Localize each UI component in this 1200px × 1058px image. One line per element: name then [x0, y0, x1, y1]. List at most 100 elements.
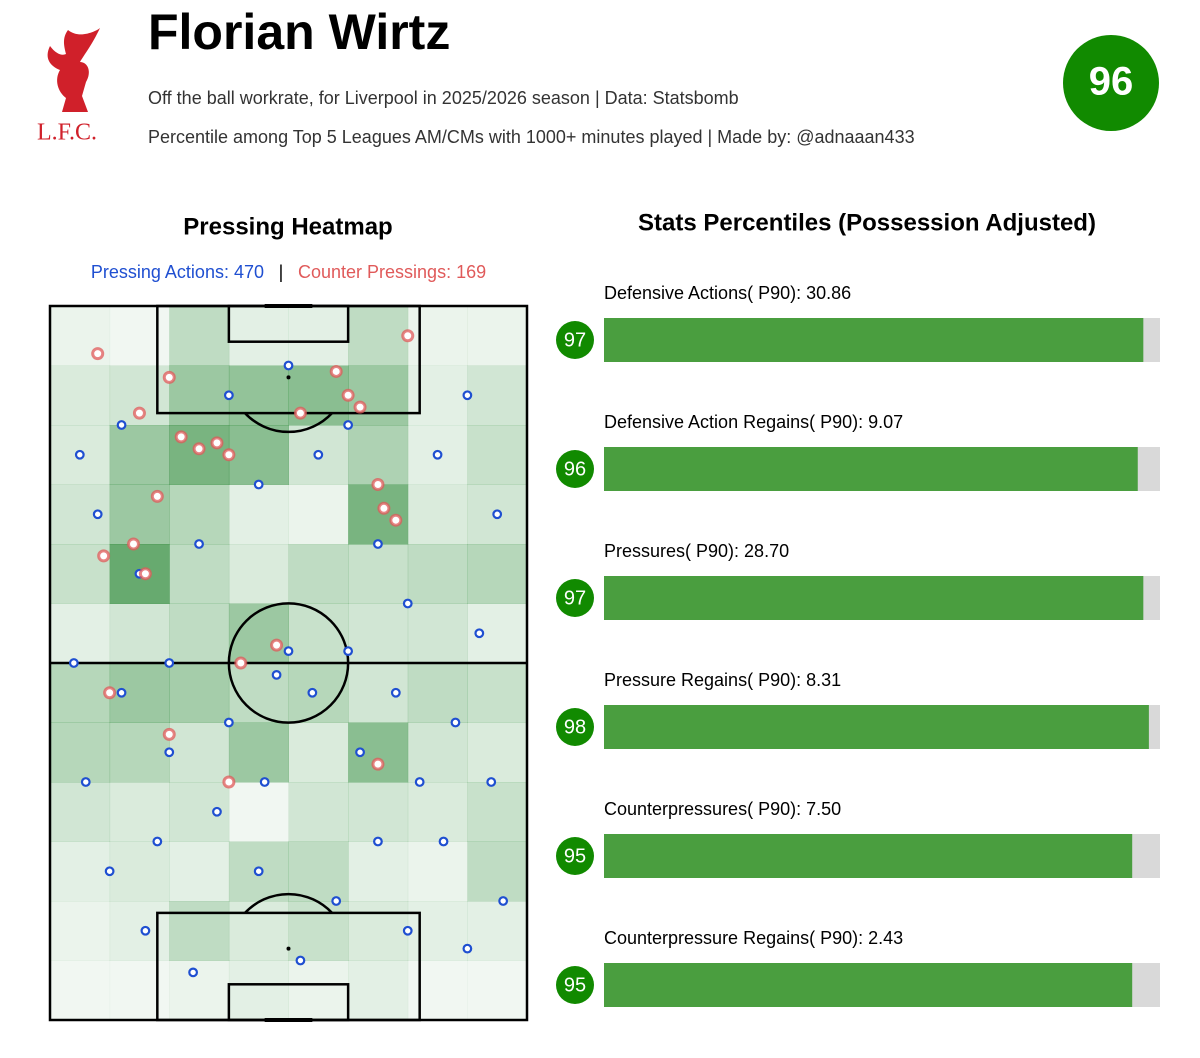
- heat-cell: [228, 782, 289, 842]
- heat-cell: [169, 484, 230, 545]
- action-point: [371, 478, 385, 491]
- heat-cell: [407, 484, 468, 545]
- heat-cell: [50, 782, 111, 842]
- bar-label: Counterpressures( P90): 7.50: [604, 799, 841, 819]
- heat-cell: [348, 425, 409, 485]
- action-point: [307, 687, 318, 698]
- action-point: [353, 400, 367, 414]
- action-point: [498, 896, 509, 906]
- action-point: [222, 775, 236, 789]
- legend-entry: Counter Pressings: 169: [298, 262, 486, 282]
- action-point: [414, 777, 425, 787]
- action-point: [343, 646, 354, 656]
- action-point: [253, 866, 264, 877]
- club-logo: L.F.C.: [37, 28, 100, 146]
- action-point: [401, 329, 415, 343]
- bars-title: Stats Percentiles (Possession Adjusted): [638, 209, 1096, 236]
- bar: [604, 447, 1138, 491]
- heat-cell: [228, 365, 289, 426]
- overall-value: 96: [1089, 60, 1134, 104]
- heat-cell: [50, 960, 111, 1021]
- liver-bird: [47, 28, 100, 112]
- action-point: [116, 420, 127, 430]
- heat-cell: [109, 603, 170, 664]
- action-point: [174, 430, 188, 444]
- heat-cell: [467, 306, 528, 366]
- heat-cell: [407, 960, 468, 1021]
- heat-cell: [407, 603, 468, 664]
- action-point: [283, 646, 294, 656]
- heat-cell: [169, 901, 230, 961]
- action-point: [104, 866, 115, 877]
- action-point: [210, 436, 224, 450]
- title: Florian Wirtz: [148, 4, 450, 60]
- bar-label: Pressures( P90): 28.70: [604, 541, 789, 561]
- heat-cell: [109, 306, 170, 366]
- percentile-value: 97: [564, 329, 586, 351]
- percentile-value: 98: [564, 716, 586, 738]
- percentile-badge: [556, 450, 594, 488]
- action-point: [164, 747, 175, 758]
- heat-cell: [407, 544, 468, 604]
- heat-cell: [288, 663, 349, 723]
- action-point: [402, 925, 413, 936]
- heat-cell: [228, 960, 289, 1021]
- penalty-spot: [286, 375, 291, 380]
- action-point: [138, 567, 152, 581]
- heat-cell: [228, 306, 289, 366]
- heat-cell: [348, 901, 409, 961]
- action-point: [164, 658, 175, 668]
- heat-cell: [228, 544, 289, 604]
- heat-cell: [467, 544, 528, 604]
- heat-cell: [109, 841, 170, 902]
- heat-cell: [109, 782, 170, 842]
- heat-cell: [407, 722, 468, 783]
- action-point: [432, 449, 443, 460]
- heat-cell: [348, 484, 409, 545]
- heat-cell: [407, 365, 468, 426]
- heat-cell: [467, 663, 528, 723]
- heat-cell: [407, 782, 468, 842]
- heat-cell: [348, 782, 409, 842]
- heat-cell: [288, 603, 349, 664]
- action-point: [74, 449, 85, 460]
- action-point: [355, 747, 365, 758]
- action-point: [373, 836, 383, 847]
- heat-cell: [228, 603, 289, 664]
- heat-cell: [288, 841, 349, 902]
- heat-cell: [467, 722, 528, 783]
- action-point: [402, 598, 413, 609]
- action-point: [371, 757, 385, 771]
- heat-cell: [348, 603, 409, 664]
- action-point: [91, 347, 105, 361]
- action-point: [223, 390, 234, 401]
- heat-cell: [109, 722, 170, 783]
- percentile-badge: [556, 708, 594, 746]
- action-point: [373, 539, 383, 549]
- percentile-badge: [556, 837, 594, 875]
- heat-cell: [50, 603, 111, 664]
- action-point: [377, 501, 391, 515]
- percentile-value: 96: [564, 458, 586, 480]
- percentile-badge: [556, 579, 594, 617]
- action-point: [194, 539, 204, 549]
- action-point: [293, 406, 307, 420]
- percentile-value: 95: [564, 845, 586, 867]
- heat-cell: [288, 544, 349, 604]
- action-point: [162, 370, 176, 384]
- heat-cell: [467, 960, 528, 1021]
- heat-cell: [169, 544, 230, 604]
- action-point: [192, 442, 206, 456]
- heat-cell: [109, 425, 170, 485]
- bar: [604, 318, 1144, 362]
- action-point: [390, 687, 401, 698]
- action-point: [474, 628, 485, 639]
- heat-cell: [50, 365, 111, 426]
- heat-cell: [288, 484, 349, 545]
- bar: [604, 705, 1149, 749]
- action-point: [331, 896, 342, 906]
- heat-cell: [407, 306, 468, 366]
- action-point: [132, 406, 146, 420]
